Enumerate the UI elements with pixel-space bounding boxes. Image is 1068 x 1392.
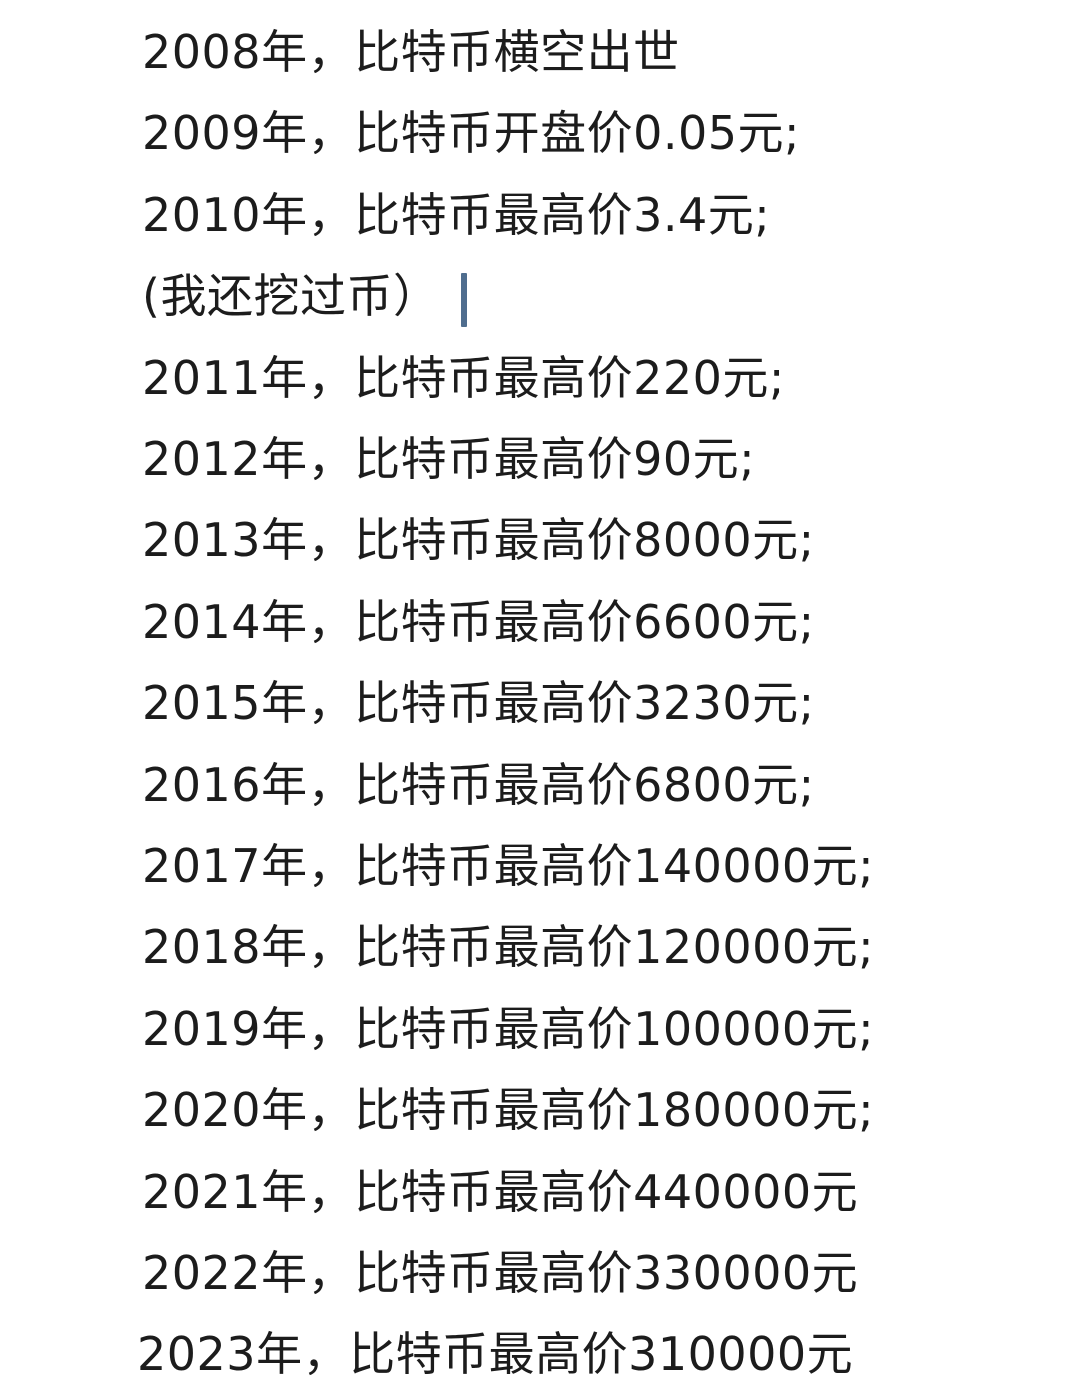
line-text: 2020年，比特币最高价180000元; bbox=[142, 1083, 875, 1138]
line-text: 2013年，比特币最高价8000元; bbox=[142, 513, 815, 568]
line-text: 2021年，比特币最高价440000元 bbox=[142, 1164, 859, 1219]
text-line: 2020年，比特币最高价180000元; bbox=[142, 1082, 874, 1138]
line-text: 2023年，比特币最高价310000元 bbox=[137, 1327, 854, 1382]
text-line: 2022年，比特币最高价330000元 bbox=[142, 1245, 858, 1301]
text-line: 2018年，比特币最高价120000元; bbox=[142, 919, 874, 975]
text-line: (我还挖过币） bbox=[142, 268, 468, 327]
line-text: 2019年，比特币最高价100000元; bbox=[142, 1001, 875, 1056]
text-line: 2019年，比特币最高价100000元; bbox=[142, 1001, 874, 1057]
text-cursor bbox=[461, 272, 468, 327]
text-line: 2012年，比特币最高价90元; bbox=[142, 431, 755, 487]
text-line: 2013年，比特币最高价8000元; bbox=[142, 512, 815, 568]
line-text: 2008年，比特币横空出世 bbox=[142, 25, 680, 79]
text-line: 2015年，比特币最高价3230元; bbox=[142, 675, 815, 731]
line-text: 2014年，比特币最高价6600元; bbox=[142, 594, 815, 649]
line-text: 2011年，比特币最高价220元; bbox=[142, 350, 785, 405]
line-text: (我还挖过币） bbox=[142, 269, 440, 324]
text-line: 2014年，比特币最高价6600元; bbox=[142, 594, 815, 650]
line-text: 2018年，比特币最高价120000元; bbox=[142, 920, 875, 975]
text-line: 2021年，比特币最高价440000元 bbox=[142, 1164, 858, 1220]
line-text: 2016年，比特币最高价6800元; bbox=[142, 757, 815, 812]
text-line: 2010年，比特币最高价3.4元; bbox=[142, 187, 770, 243]
line-text: 2017年，比特币最高价140000元; bbox=[142, 839, 875, 893]
line-text: 2009年，比特币开盘价0.05元; bbox=[142, 106, 800, 161]
text-line: 2009年，比特币开盘价0.05元; bbox=[142, 105, 800, 161]
line-text: 2015年，比特币最高价3230元; bbox=[142, 676, 815, 731]
text-line: 2023年，比特币最高价310000元 bbox=[137, 1326, 853, 1382]
line-text: 2012年，比特币最高价90元; bbox=[142, 432, 756, 486]
text-line: 2008年，比特币横空出世 bbox=[142, 24, 680, 80]
line-text: 2022年，比特币最高价330000元 bbox=[142, 1246, 859, 1300]
text-line: 2017年，比特币最高价140000元; bbox=[142, 838, 874, 894]
line-text: 2010年，比特币最高价3.4元; bbox=[142, 187, 771, 242]
text-line: 2011年，比特币最高价220元; bbox=[142, 350, 785, 406]
text-line: 2016年，比特币最高价6800元; bbox=[142, 757, 815, 813]
